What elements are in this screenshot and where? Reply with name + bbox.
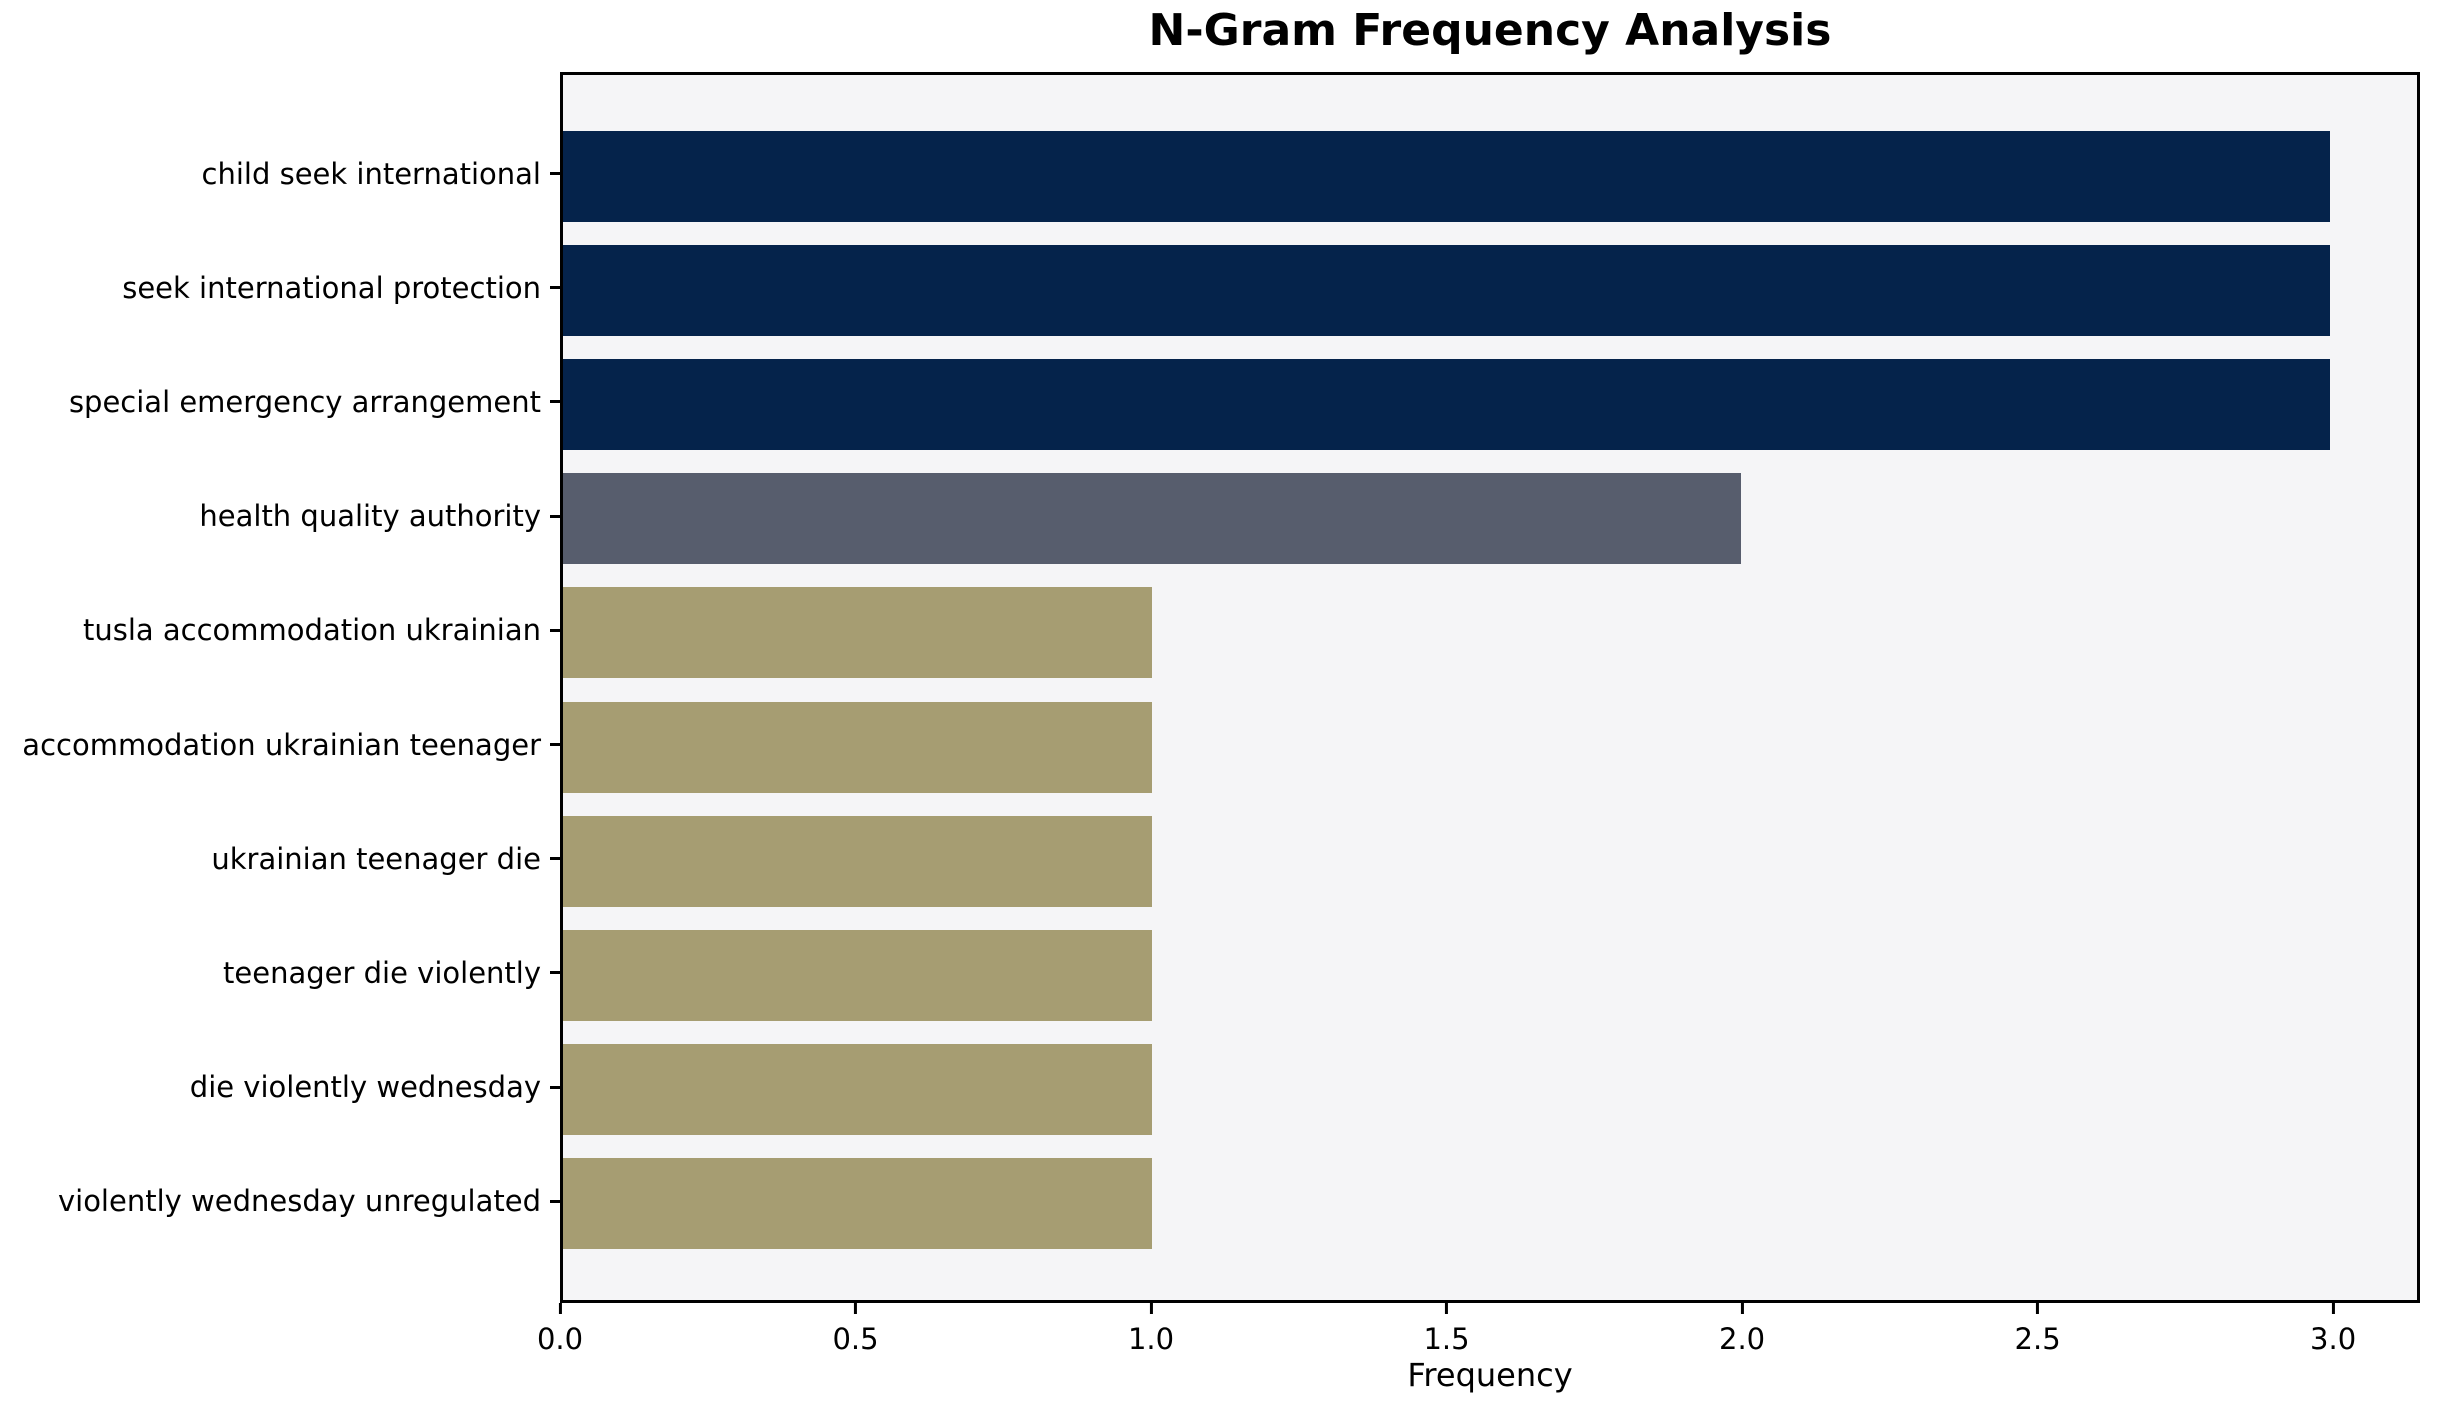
bar-row	[563, 233, 2417, 347]
y-label-row: accommodation ukrainian teenager	[0, 687, 560, 801]
y-tick-mark	[550, 971, 560, 975]
x-tick-label: 0.0	[536, 1322, 584, 1356]
y-label-row: tusla accommodation ukrainian	[0, 573, 560, 687]
y-tick-mark	[550, 1199, 560, 1203]
y-tick-label: violently wednesday unregulated	[57, 1184, 541, 1219]
bar-row	[563, 1033, 2417, 1147]
bar	[563, 587, 1153, 679]
bar	[563, 701, 1153, 793]
y-tick-label: accommodation ukrainian teenager	[22, 727, 541, 762]
x-tick: 3.0	[2310, 1303, 2356, 1356]
x-axis-label: Frequency	[1407, 1356, 1573, 1394]
x-tick-mark	[558, 1303, 562, 1314]
bar	[563, 1044, 1153, 1136]
bar	[563, 815, 1153, 907]
bar	[563, 1158, 1153, 1250]
chart-title: N-Gram Frequency Analysis	[1148, 5, 1832, 56]
x-tick-mark	[2331, 1303, 2335, 1314]
x-tick-label: 1.5	[1423, 1322, 1470, 1356]
x-tick-label: 2.0	[1719, 1322, 1766, 1356]
bar-rows	[563, 119, 2417, 1261]
x-tick-label: 2.5	[2014, 1322, 2061, 1356]
y-tick-label: ukrainian teenager die	[211, 841, 541, 876]
x-tick: 0.0	[537, 1303, 583, 1356]
y-label-row: health quality authority	[0, 459, 560, 573]
y-tick-label: teenager die violently	[223, 955, 541, 990]
bar-row	[563, 1147, 2417, 1261]
y-label-row: special emergency arrangement	[0, 345, 560, 459]
y-tick-label: health quality authority	[199, 499, 541, 534]
bar	[563, 244, 2331, 336]
bar	[563, 130, 2331, 222]
y-axis-labels: child seek international seek internation…	[0, 117, 560, 1259]
bar	[563, 473, 1742, 565]
bar	[563, 358, 2331, 450]
x-tick-mark	[1740, 1303, 1744, 1314]
bar	[563, 929, 1153, 1021]
bar-row	[563, 347, 2417, 461]
bar-row	[563, 804, 2417, 918]
x-tick-mark	[1149, 1303, 1153, 1314]
x-tick-mark	[854, 1303, 858, 1314]
x-tick: 1.0	[1128, 1303, 1174, 1356]
y-label-row: ukrainian teenager die	[0, 802, 560, 916]
y-tick-label: die violently wednesday	[189, 1070, 541, 1105]
y-label-row: violently wednesday unregulated	[0, 1144, 560, 1258]
y-tick-mark	[550, 743, 560, 747]
y-tick-label: special emergency arrangement	[68, 384, 541, 419]
y-tick-mark	[550, 400, 560, 404]
y-tick-mark	[550, 286, 560, 290]
y-tick-label: child seek international	[201, 156, 541, 191]
y-tick-label: tusla accommodation ukrainian	[82, 613, 541, 648]
x-tick-mark	[2036, 1303, 2040, 1314]
y-label-row: teenager die violently	[0, 916, 560, 1030]
y-tick-mark	[550, 857, 560, 861]
bar-row	[563, 918, 2417, 1032]
bar-row	[563, 576, 2417, 690]
bar-row	[563, 690, 2417, 804]
y-label-row: seek international protection	[0, 231, 560, 345]
y-tick-label: seek international protection	[122, 270, 541, 305]
y-tick-mark	[550, 172, 560, 176]
y-tick-mark	[550, 1085, 560, 1089]
y-tick-mark	[550, 628, 560, 632]
x-tick-label: 0.5	[832, 1322, 879, 1356]
x-tick: 1.5	[1423, 1303, 1470, 1356]
plot-area	[560, 72, 2420, 1303]
x-tick: 0.5	[832, 1303, 879, 1356]
x-tick: 2.0	[1719, 1303, 1765, 1356]
y-tick-mark	[550, 514, 560, 518]
bar-row	[563, 462, 2417, 576]
y-label-row: die violently wednesday	[0, 1030, 560, 1144]
x-tick-mark	[1445, 1303, 1449, 1314]
x-tick-label: 1.0	[1127, 1322, 1175, 1356]
bar-row	[563, 119, 2417, 233]
x-axis: 0.0 0.5 1.0 1.5 2.0 2.5 3.0	[537, 1303, 2420, 1363]
x-tick-label: 3.0	[2310, 1322, 2357, 1356]
y-label-row: child seek international	[0, 117, 560, 231]
x-tick: 2.5	[2015, 1303, 2061, 1356]
